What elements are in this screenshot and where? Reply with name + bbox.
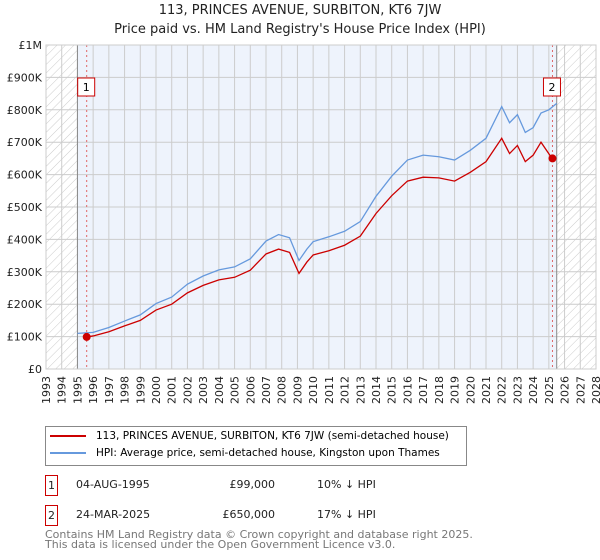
legend: 113, PRINCES AVENUE, SURBITON, KT6 7JW (…	[45, 426, 467, 466]
transaction-row: 2 24-MAR-2025 £650,000 17% ↓ HPI	[45, 505, 445, 526]
x-tick-label: 2027	[574, 376, 587, 404]
x-tick-label: 2013	[354, 376, 367, 404]
x-tick-label: 2012	[339, 376, 352, 404]
y-tick-label: £800K	[7, 104, 43, 117]
x-tick-label: 2023	[511, 376, 524, 404]
x-tick-label: 1995	[71, 376, 84, 404]
x-tick-label: 2005	[229, 376, 242, 404]
sale-point	[82, 332, 91, 341]
x-tick-label: 2025	[543, 376, 556, 404]
y-tick-label: £0	[28, 363, 42, 376]
y-tick-label: £1M	[19, 39, 43, 52]
x-tick-label: 2016	[401, 376, 414, 404]
plot-frame	[45, 44, 597, 370]
marker-badge: 1	[45, 475, 58, 496]
x-tick-label: 2000	[150, 376, 163, 404]
sale-label: 2	[548, 81, 555, 94]
x-tick-label: 2017	[417, 376, 430, 404]
marker-badge: 2	[45, 505, 58, 526]
series-line	[86, 137, 553, 338]
price: £650,000	[222, 508, 276, 521]
transaction-row: 1 04-AUG-1995 £99,000 10% ↓ HPI	[45, 475, 445, 496]
x-tick-label: 2004	[213, 376, 226, 404]
x-tick-label: 2026	[559, 376, 572, 404]
y-tick-label: £200K	[7, 298, 43, 311]
x-tick-label: 2020	[464, 376, 477, 404]
chart-title: 113, PRINCES AVENUE, SURBITON, KT6 7JW	[158, 3, 442, 18]
x-tick-label: 2015	[386, 376, 399, 404]
y-tick-label: £500K	[7, 201, 43, 214]
legend-hpi: HPI: Average price, semi-detached house,…	[96, 447, 440, 459]
legend-swatch-blue	[50, 452, 86, 454]
footer-line: Contains HM Land Registry data © Crown c…	[45, 528, 473, 541]
x-tick-label: 2003	[197, 376, 210, 404]
x-tick-label: 2008	[276, 376, 289, 404]
chart: 1993 1994 1995 1996 1997 1998 1999 2000 2001 2002…	[7, 39, 600, 404]
x-tick-label: 2011	[323, 376, 336, 404]
x-tick-label: 2010	[307, 376, 320, 404]
chart-subtitle: Price paid vs. HM Land Registry's House …	[114, 22, 486, 37]
x-tick-label: 2006	[244, 376, 257, 404]
price: £99,000	[229, 478, 276, 491]
x-tick-label: 2019	[449, 376, 462, 404]
footer: Contains HM Land Registry data © Crown c…	[45, 528, 473, 551]
footer-line: This data is licensed under the Open Gov…	[45, 538, 396, 551]
hpi-diff: 10% ↓ HPI	[317, 478, 376, 491]
x-tick-label: 2009	[291, 376, 304, 404]
y-tick-label: £900K	[7, 71, 43, 84]
x-tick-label: 2022	[496, 376, 509, 404]
x-tick-label: 2007	[260, 376, 273, 404]
x-tick-label: 1998	[119, 376, 132, 404]
x-tick-label: 1994	[56, 376, 69, 404]
sale-label-box	[542, 77, 561, 97]
y-tick-label: £600K	[7, 169, 43, 182]
x-tick-label: 1993	[40, 376, 53, 404]
sale-label-box	[77, 77, 96, 97]
series-line	[77, 102, 558, 335]
x-tick-label: 2002	[181, 376, 194, 404]
date: 24-MAR-2025	[76, 508, 151, 521]
y-tick-label: £700K	[7, 136, 43, 149]
x-tick-label: 1996	[87, 376, 100, 404]
date: 04-AUG-1995	[76, 478, 150, 491]
x-tick-label: 1997	[103, 376, 116, 404]
y-tick-label: £400K	[7, 233, 43, 246]
sale-label: 1	[83, 81, 90, 94]
x-tick-label: 2024	[527, 376, 540, 404]
x-tick-label: 2021	[480, 376, 493, 404]
x-tick-label: 2001	[166, 376, 179, 404]
y-tick-label: £300K	[7, 266, 43, 279]
sale-point	[548, 154, 557, 163]
hpi-diff: 17% ↓ HPI	[317, 508, 376, 521]
y-tick-label: £100K	[7, 331, 43, 344]
x-tick-label: 1999	[134, 376, 147, 404]
legend-property: 113, PRINCES AVENUE, SURBITON, KT6 7JW (…	[96, 430, 449, 442]
legend-swatch-red	[50, 435, 86, 437]
x-tick-label: 2028	[590, 376, 600, 404]
x-tick-label: 2014	[370, 376, 383, 404]
x-tick-label: 2018	[433, 376, 446, 404]
